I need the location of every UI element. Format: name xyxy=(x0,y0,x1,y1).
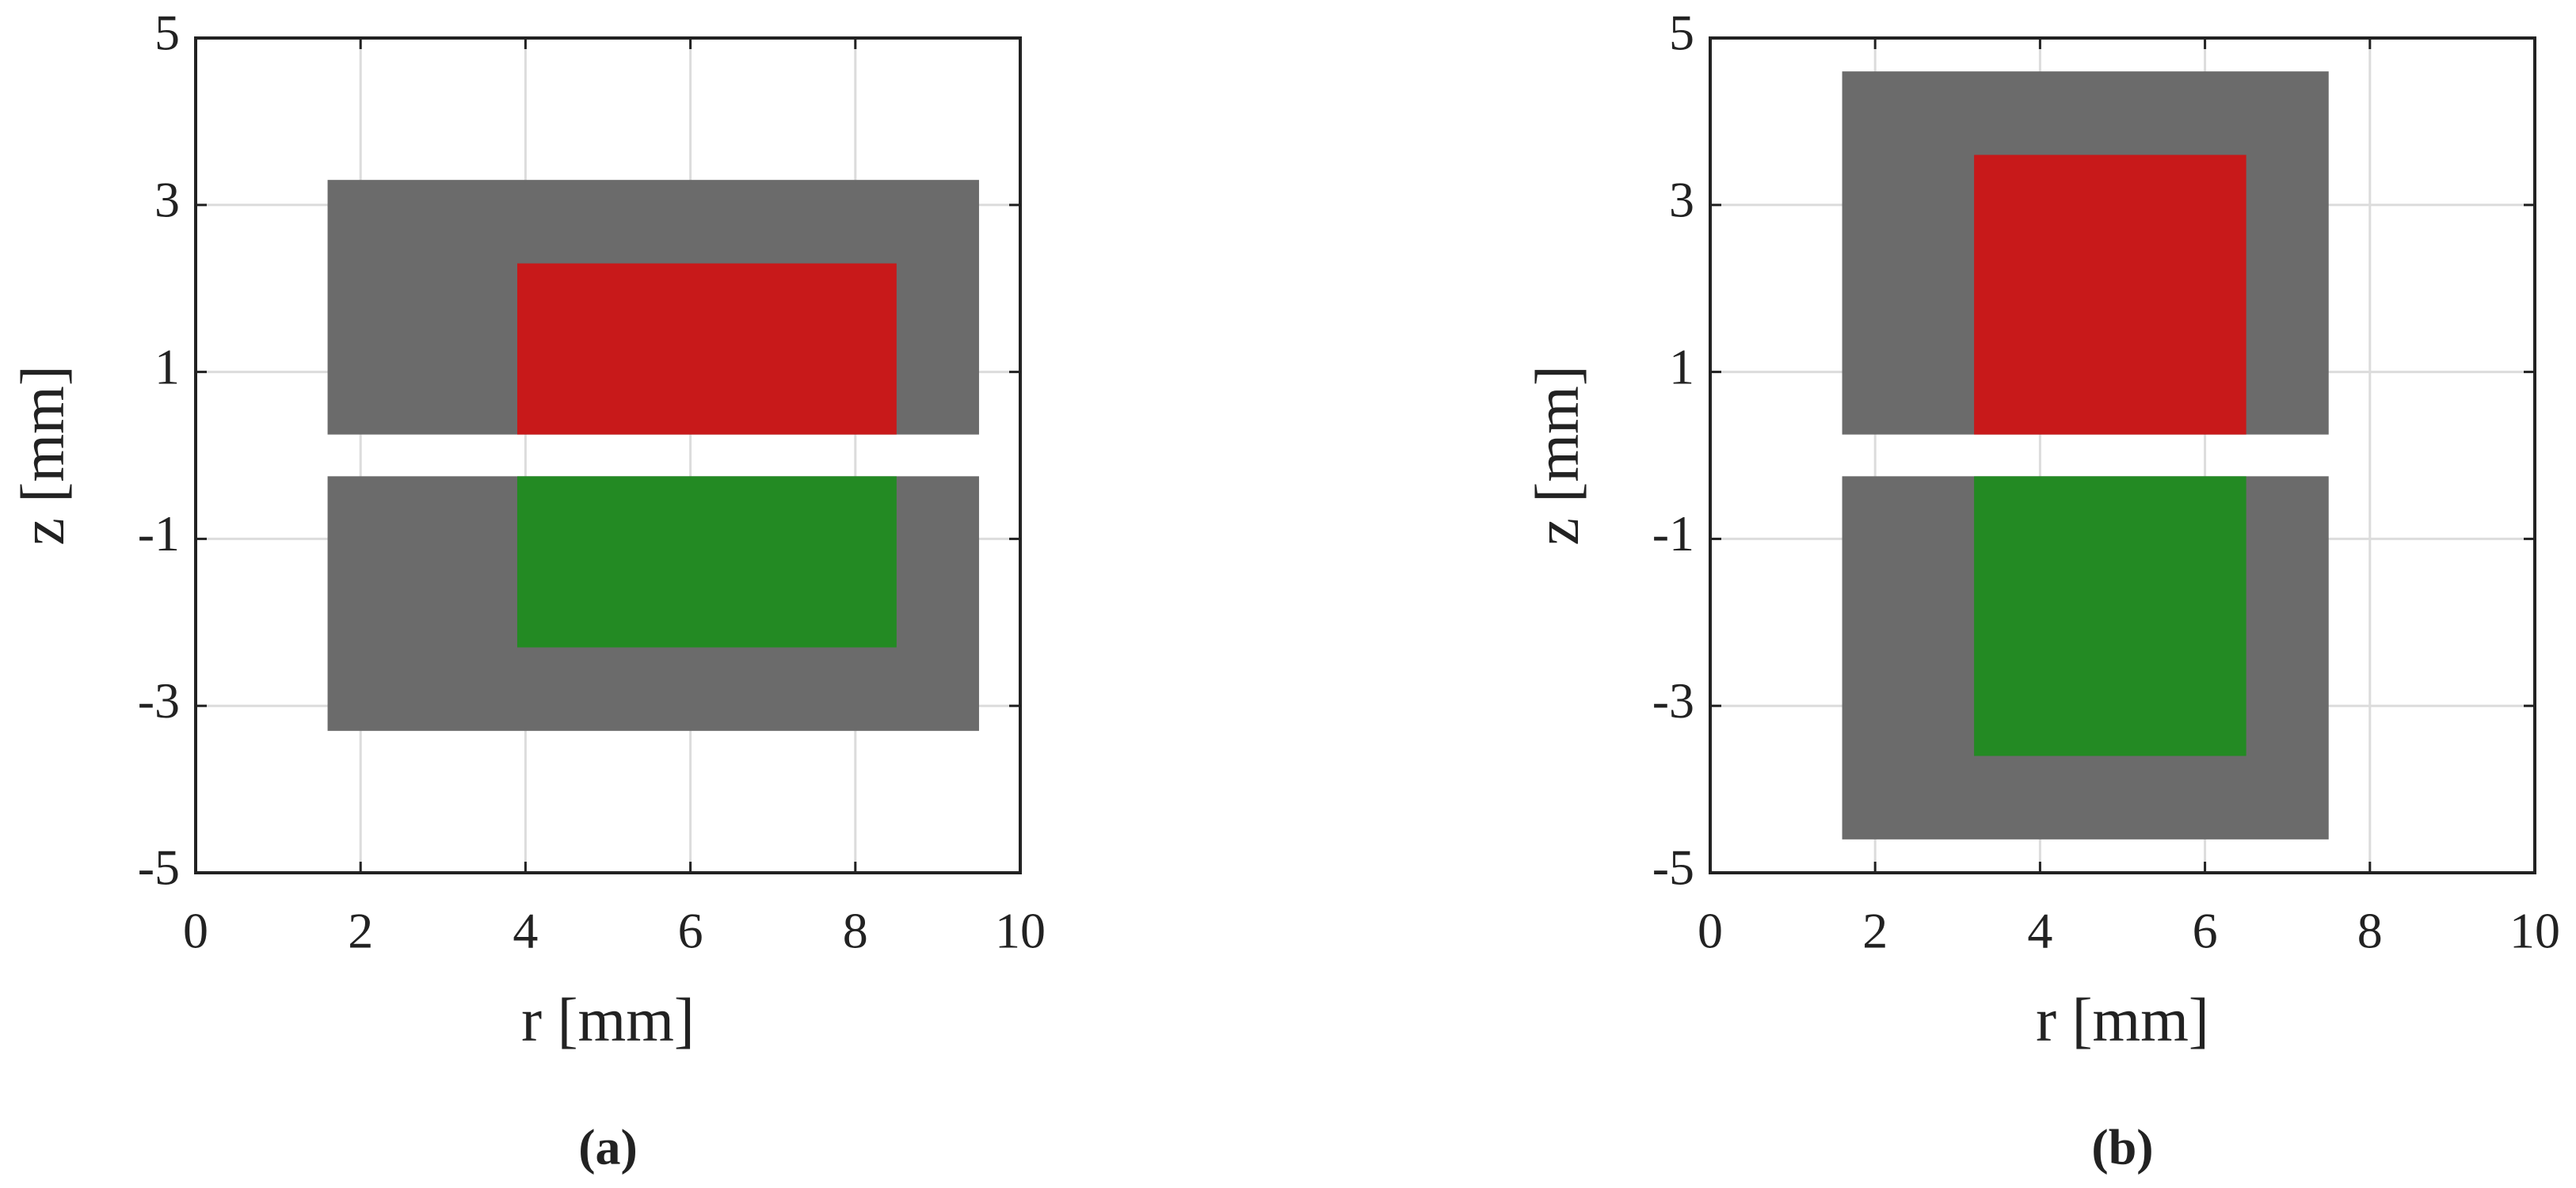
x-tick-label: 8 xyxy=(2357,903,2383,959)
plot-frame xyxy=(1709,36,2536,874)
region xyxy=(516,263,897,435)
y-tick-label: -5 xyxy=(138,840,180,896)
y-tick-label: 1 xyxy=(1669,338,1694,394)
region xyxy=(1974,476,2246,756)
y-axis-label: z [mm] xyxy=(8,365,77,545)
x-tick-label: 2 xyxy=(1862,903,1888,959)
y-tick-label: 5 xyxy=(1669,5,1694,61)
x-tick-label: 6 xyxy=(2193,903,2218,959)
y-tick-label: -5 xyxy=(1652,840,1694,896)
region xyxy=(516,476,897,648)
caption: (a) xyxy=(578,1119,638,1175)
x-tick-label: 0 xyxy=(1698,903,1723,959)
x-tick-label: 6 xyxy=(678,903,703,959)
x-axis-label: r [mm] xyxy=(521,985,695,1054)
x-tick-label: 10 xyxy=(2509,903,2560,959)
x-tick-label: 4 xyxy=(513,903,538,959)
y-axis-label: z [mm] xyxy=(1522,365,1591,545)
panel: 0 2 4 6 8 10 -5 -3 -1 1 3 5 r [mm] z [mm] (a) xyxy=(8,5,1046,1175)
panel: 0 2 4 6 8 10 -5 -3 -1 1 3 5 r [mm] z [mm] (b) xyxy=(1522,5,2560,1175)
x-tick-label: 8 xyxy=(843,903,868,959)
x-axis-label: r [mm] xyxy=(2036,985,2209,1054)
y-tick-label: -1 xyxy=(1652,505,1694,562)
y-tick-label: 3 xyxy=(154,171,180,227)
y-tick-label: -3 xyxy=(138,672,180,729)
y-tick-label: -1 xyxy=(138,505,180,562)
plot-frame xyxy=(194,36,1022,874)
x-tick-label: 10 xyxy=(995,903,1046,959)
region xyxy=(1974,154,2246,435)
x-tick-label: 0 xyxy=(183,903,208,959)
y-tick-label: 5 xyxy=(154,5,180,61)
caption: (b) xyxy=(2091,1119,2153,1175)
y-tick-label: -3 xyxy=(1652,672,1694,729)
x-tick-label: 4 xyxy=(2027,903,2052,959)
x-tick-label: 2 xyxy=(348,903,373,959)
y-tick-label: 3 xyxy=(1669,171,1694,227)
y-tick-label: 1 xyxy=(154,338,180,394)
